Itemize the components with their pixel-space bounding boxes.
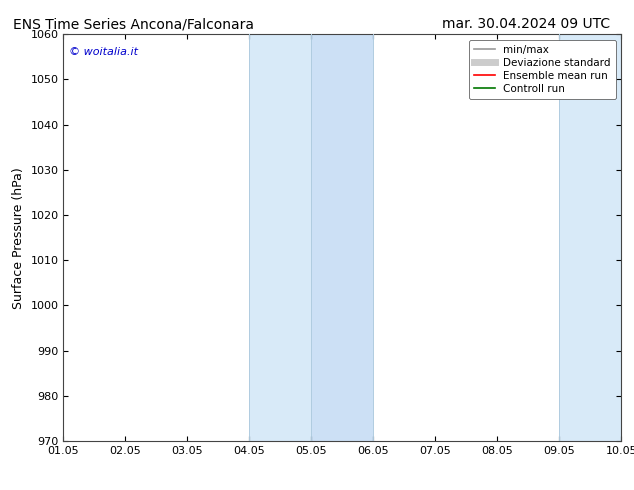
Bar bbox=[249, 34, 311, 441]
Bar bbox=[311, 34, 373, 441]
Bar bbox=[621, 34, 634, 441]
Text: ENS Time Series Ancona/Falconara: ENS Time Series Ancona/Falconara bbox=[13, 17, 254, 31]
Text: mar. 30.04.2024 09 UTC: mar. 30.04.2024 09 UTC bbox=[442, 17, 611, 31]
Y-axis label: Surface Pressure (hPa): Surface Pressure (hPa) bbox=[12, 167, 25, 309]
Bar bbox=[559, 34, 621, 441]
Legend: min/max, Deviazione standard, Ensemble mean run, Controll run: min/max, Deviazione standard, Ensemble m… bbox=[469, 40, 616, 99]
Text: © woitalia.it: © woitalia.it bbox=[69, 47, 138, 56]
